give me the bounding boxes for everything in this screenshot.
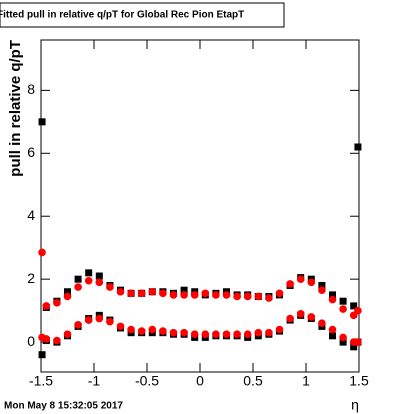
point — [180, 286, 188, 294]
point — [354, 143, 362, 151]
y-tick-label: 4 — [27, 207, 35, 223]
point — [339, 297, 347, 305]
point — [318, 286, 326, 294]
point — [222, 330, 231, 339]
point — [116, 322, 125, 331]
point — [85, 269, 93, 277]
x-axis-label: η — [351, 397, 359, 413]
point — [350, 343, 358, 351]
point — [275, 289, 284, 298]
point — [106, 283, 114, 291]
point — [222, 291, 231, 299]
point — [63, 292, 72, 301]
point — [84, 276, 93, 285]
point — [38, 351, 46, 359]
point — [254, 292, 263, 301]
point — [275, 325, 284, 334]
point — [339, 338, 347, 346]
point — [95, 272, 103, 280]
x-tick-label: -0.5 — [135, 373, 159, 389]
y-tick-label: 6 — [27, 144, 35, 160]
point — [307, 278, 316, 287]
point — [339, 333, 347, 342]
point — [339, 305, 347, 313]
point — [64, 288, 71, 296]
point — [106, 317, 114, 326]
point — [212, 330, 220, 339]
point — [350, 302, 358, 310]
point — [296, 275, 305, 283]
y-axis-label: pull in relative q/pT — [7, 40, 24, 177]
point — [53, 336, 61, 345]
point — [137, 289, 146, 298]
point — [180, 328, 188, 337]
point — [74, 320, 82, 329]
point — [307, 313, 316, 321]
point — [354, 338, 362, 346]
x-tick-label: 0.5 — [243, 373, 263, 389]
point — [243, 330, 252, 339]
point — [243, 292, 252, 301]
point — [254, 328, 263, 337]
point — [74, 275, 82, 283]
footer-date: Mon May 8 15:32:05 2017 — [4, 401, 123, 412]
x-tick-label: -1.5 — [29, 373, 53, 389]
point — [38, 248, 46, 257]
point — [42, 335, 51, 343]
point — [116, 287, 125, 296]
y-tick-label: 0 — [27, 333, 35, 349]
point — [212, 291, 220, 299]
point — [127, 289, 135, 298]
point — [180, 291, 188, 299]
point — [169, 291, 178, 299]
point — [328, 325, 337, 334]
point — [354, 306, 362, 315]
point — [190, 330, 199, 339]
point — [201, 330, 210, 339]
point — [42, 302, 51, 310]
y-tick-label: 2 — [27, 270, 35, 286]
point — [95, 278, 104, 287]
point — [137, 327, 146, 335]
point — [233, 330, 241, 339]
point — [127, 325, 135, 334]
point — [95, 314, 104, 323]
point — [233, 292, 241, 301]
point — [329, 332, 336, 340]
point — [201, 289, 210, 298]
point — [329, 291, 336, 299]
point — [286, 314, 294, 323]
point — [159, 289, 167, 298]
point — [265, 294, 273, 302]
point — [53, 298, 61, 307]
point — [328, 295, 337, 304]
x-tick-label: 1 — [302, 373, 310, 389]
point — [63, 330, 72, 339]
point — [286, 280, 294, 288]
x-tick-label: 1.5 — [349, 373, 369, 389]
point — [169, 328, 178, 337]
point — [148, 287, 157, 296]
point — [190, 291, 199, 299]
point — [74, 283, 82, 291]
x-tick-label: 0 — [196, 373, 204, 389]
point — [296, 309, 305, 318]
point — [159, 327, 167, 335]
point — [318, 319, 326, 328]
point — [265, 328, 273, 337]
point — [38, 118, 46, 126]
point — [148, 325, 157, 334]
x-tick-label: -1 — [88, 373, 101, 389]
chart-title: Fitted pull in relative q/pT for Global … — [0, 10, 244, 21]
title-box — [0, 2, 285, 28]
y-tick-label: 8 — [27, 81, 35, 97]
point — [84, 316, 93, 324]
point — [318, 281, 326, 289]
